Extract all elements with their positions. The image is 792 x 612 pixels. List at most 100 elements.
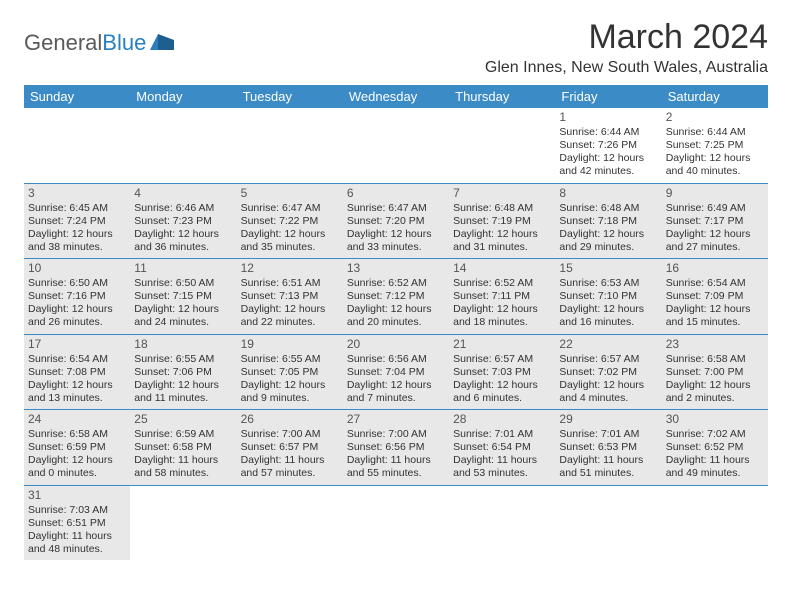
sunset-text: Sunset: 7:13 PM bbox=[241, 290, 339, 303]
daylight-text: Daylight: 11 hours and 57 minutes. bbox=[241, 454, 339, 480]
sunrise-text: Sunrise: 6:47 AM bbox=[241, 202, 339, 215]
weeks-container: 1Sunrise: 6:44 AMSunset: 7:26 PMDaylight… bbox=[24, 108, 768, 560]
day-number: 27 bbox=[347, 412, 445, 427]
daylight-text: Daylight: 12 hours and 33 minutes. bbox=[347, 228, 445, 254]
daylight-text: Daylight: 12 hours and 22 minutes. bbox=[241, 303, 339, 329]
sunset-text: Sunset: 7:16 PM bbox=[28, 290, 126, 303]
daylight-text: Daylight: 11 hours and 48 minutes. bbox=[28, 530, 126, 556]
sunrise-text: Sunrise: 7:00 AM bbox=[241, 428, 339, 441]
daylight-text: Daylight: 12 hours and 24 minutes. bbox=[134, 303, 232, 329]
sunrise-text: Sunrise: 6:57 AM bbox=[453, 353, 551, 366]
day-number: 5 bbox=[241, 186, 339, 201]
calendar-cell bbox=[130, 108, 236, 183]
week-row: 1Sunrise: 6:44 AMSunset: 7:26 PMDaylight… bbox=[24, 108, 768, 184]
sunrise-text: Sunrise: 7:00 AM bbox=[347, 428, 445, 441]
sunset-text: Sunset: 7:02 PM bbox=[559, 366, 657, 379]
daylight-text: Daylight: 12 hours and 13 minutes. bbox=[28, 379, 126, 405]
sunset-text: Sunset: 7:10 PM bbox=[559, 290, 657, 303]
daylight-text: Daylight: 11 hours and 51 minutes. bbox=[559, 454, 657, 480]
day-number: 20 bbox=[347, 337, 445, 352]
daylight-text: Daylight: 12 hours and 29 minutes. bbox=[559, 228, 657, 254]
daylight-text: Daylight: 12 hours and 15 minutes. bbox=[666, 303, 764, 329]
sunset-text: Sunset: 7:24 PM bbox=[28, 215, 126, 228]
day-number: 17 bbox=[28, 337, 126, 352]
sunrise-text: Sunrise: 6:56 AM bbox=[347, 353, 445, 366]
location-text: Glen Innes, New South Wales, Australia bbox=[485, 59, 768, 77]
day-header-row: Sunday Monday Tuesday Wednesday Thursday… bbox=[24, 85, 768, 108]
calendar-cell: 27Sunrise: 7:00 AMSunset: 6:56 PMDayligh… bbox=[343, 410, 449, 485]
sunset-text: Sunset: 7:06 PM bbox=[134, 366, 232, 379]
day-header-tue: Tuesday bbox=[237, 85, 343, 108]
day-number: 24 bbox=[28, 412, 126, 427]
sunset-text: Sunset: 7:20 PM bbox=[347, 215, 445, 228]
week-row: 3Sunrise: 6:45 AMSunset: 7:24 PMDaylight… bbox=[24, 184, 768, 260]
daylight-text: Daylight: 12 hours and 40 minutes. bbox=[666, 152, 764, 178]
daylight-text: Daylight: 12 hours and 26 minutes. bbox=[28, 303, 126, 329]
day-number: 30 bbox=[666, 412, 764, 427]
calendar-cell: 29Sunrise: 7:01 AMSunset: 6:53 PMDayligh… bbox=[555, 410, 661, 485]
sunset-text: Sunset: 6:59 PM bbox=[28, 441, 126, 454]
calendar-cell: 28Sunrise: 7:01 AMSunset: 6:54 PMDayligh… bbox=[449, 410, 555, 485]
calendar-cell: 16Sunrise: 6:54 AMSunset: 7:09 PMDayligh… bbox=[662, 259, 768, 334]
sunrise-text: Sunrise: 6:55 AM bbox=[241, 353, 339, 366]
sunrise-text: Sunrise: 6:54 AM bbox=[28, 353, 126, 366]
day-number: 13 bbox=[347, 261, 445, 276]
day-number: 2 bbox=[666, 110, 764, 125]
sunset-text: Sunset: 6:52 PM bbox=[666, 441, 764, 454]
calendar-cell bbox=[555, 486, 661, 561]
daylight-text: Daylight: 12 hours and 9 minutes. bbox=[241, 379, 339, 405]
calendar-cell: 12Sunrise: 6:51 AMSunset: 7:13 PMDayligh… bbox=[237, 259, 343, 334]
daylight-text: Daylight: 12 hours and 4 minutes. bbox=[559, 379, 657, 405]
daylight-text: Daylight: 12 hours and 36 minutes. bbox=[134, 228, 232, 254]
sunrise-text: Sunrise: 6:57 AM bbox=[559, 353, 657, 366]
day-number: 23 bbox=[666, 337, 764, 352]
day-header-sat: Saturday bbox=[662, 85, 768, 108]
sunset-text: Sunset: 7:19 PM bbox=[453, 215, 551, 228]
sunrise-text: Sunrise: 6:50 AM bbox=[28, 277, 126, 290]
logo: GeneralBlue bbox=[24, 30, 176, 56]
calendar-cell: 30Sunrise: 7:02 AMSunset: 6:52 PMDayligh… bbox=[662, 410, 768, 485]
sunset-text: Sunset: 7:05 PM bbox=[241, 366, 339, 379]
daylight-text: Daylight: 12 hours and 38 minutes. bbox=[28, 228, 126, 254]
calendar-cell: 14Sunrise: 6:52 AMSunset: 7:11 PMDayligh… bbox=[449, 259, 555, 334]
sunset-text: Sunset: 6:51 PM bbox=[28, 517, 126, 530]
sunset-text: Sunset: 7:08 PM bbox=[28, 366, 126, 379]
calendar-cell: 23Sunrise: 6:58 AMSunset: 7:00 PMDayligh… bbox=[662, 335, 768, 410]
sunset-text: Sunset: 7:17 PM bbox=[666, 215, 764, 228]
day-header-sun: Sunday bbox=[24, 85, 130, 108]
calendar-cell bbox=[449, 486, 555, 561]
sunrise-text: Sunrise: 6:45 AM bbox=[28, 202, 126, 215]
week-row: 10Sunrise: 6:50 AMSunset: 7:16 PMDayligh… bbox=[24, 259, 768, 335]
daylight-text: Daylight: 12 hours and 7 minutes. bbox=[347, 379, 445, 405]
daylight-text: Daylight: 12 hours and 18 minutes. bbox=[453, 303, 551, 329]
daylight-text: Daylight: 12 hours and 11 minutes. bbox=[134, 379, 232, 405]
sunrise-text: Sunrise: 6:55 AM bbox=[134, 353, 232, 366]
calendar-cell: 3Sunrise: 6:45 AMSunset: 7:24 PMDaylight… bbox=[24, 184, 130, 259]
sunset-text: Sunset: 7:11 PM bbox=[453, 290, 551, 303]
calendar-cell: 24Sunrise: 6:58 AMSunset: 6:59 PMDayligh… bbox=[24, 410, 130, 485]
calendar-cell bbox=[662, 486, 768, 561]
calendar-cell: 10Sunrise: 6:50 AMSunset: 7:16 PMDayligh… bbox=[24, 259, 130, 334]
title-block: March 2024 Glen Innes, New South Wales, … bbox=[485, 18, 768, 77]
sunrise-text: Sunrise: 6:58 AM bbox=[28, 428, 126, 441]
calendar-cell bbox=[237, 486, 343, 561]
calendar-cell: 20Sunrise: 6:56 AMSunset: 7:04 PMDayligh… bbox=[343, 335, 449, 410]
day-number: 3 bbox=[28, 186, 126, 201]
day-number: 6 bbox=[347, 186, 445, 201]
calendar-cell: 18Sunrise: 6:55 AMSunset: 7:06 PMDayligh… bbox=[130, 335, 236, 410]
day-number: 1 bbox=[559, 110, 657, 125]
day-number: 19 bbox=[241, 337, 339, 352]
day-number: 9 bbox=[666, 186, 764, 201]
sunrise-text: Sunrise: 6:48 AM bbox=[453, 202, 551, 215]
sunrise-text: Sunrise: 6:53 AM bbox=[559, 277, 657, 290]
sunset-text: Sunset: 7:26 PM bbox=[559, 139, 657, 152]
day-number: 8 bbox=[559, 186, 657, 201]
sunset-text: Sunset: 7:15 PM bbox=[134, 290, 232, 303]
sunset-text: Sunset: 6:53 PM bbox=[559, 441, 657, 454]
sunset-text: Sunset: 6:56 PM bbox=[347, 441, 445, 454]
day-number: 11 bbox=[134, 261, 232, 276]
calendar-cell: 1Sunrise: 6:44 AMSunset: 7:26 PMDaylight… bbox=[555, 108, 661, 183]
day-number: 22 bbox=[559, 337, 657, 352]
sunrise-text: Sunrise: 6:59 AM bbox=[134, 428, 232, 441]
daylight-text: Daylight: 12 hours and 16 minutes. bbox=[559, 303, 657, 329]
